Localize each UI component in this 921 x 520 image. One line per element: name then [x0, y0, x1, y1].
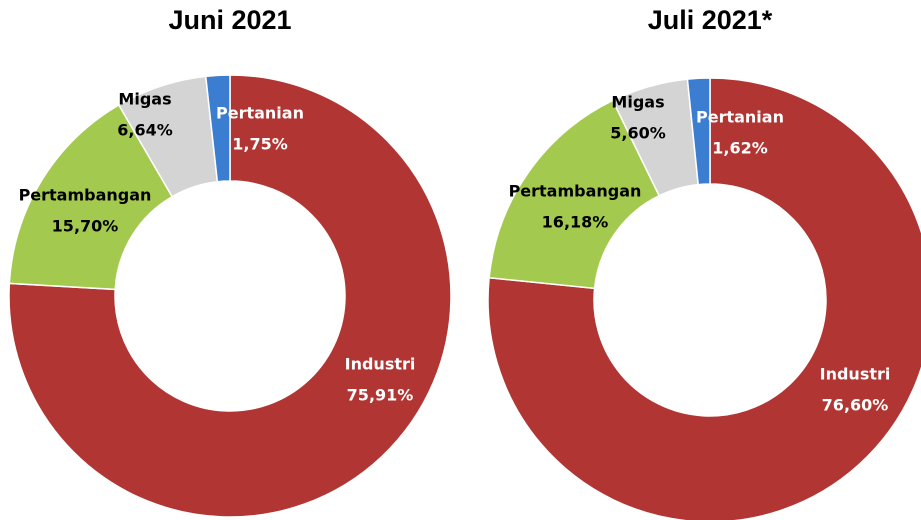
slice-label: Pertanian	[696, 108, 784, 127]
slice-value-label: 76,60%	[822, 396, 889, 415]
donut-slice	[204, 74, 231, 183]
slice-label: Migas	[611, 93, 664, 112]
slice-label: Industri	[820, 365, 891, 384]
slice-value-label: 6,64%	[117, 121, 173, 140]
donut-slice	[488, 99, 661, 290]
slice-label: Migas	[118, 90, 171, 109]
slice-value-label: 1,75%	[232, 135, 288, 154]
slice-value-label: 5,60%	[610, 124, 666, 143]
chart-title: Juli 2021*	[648, 5, 773, 35]
slice-label: Industri	[345, 355, 416, 374]
slice-label: Pertambangan	[19, 186, 152, 205]
slice-label: Pertambangan	[509, 182, 642, 201]
donut-slice	[8, 74, 452, 518]
slice-value-label: 16,18%	[542, 213, 609, 232]
slice-value-label: 1,62%	[712, 139, 768, 158]
donut-slice	[487, 77, 921, 520]
donut-slice	[686, 77, 711, 186]
donut-slice	[8, 103, 174, 291]
slice-value-label: 15,70%	[52, 217, 119, 236]
slice-value-label: 75,91%	[347, 386, 414, 405]
slice-label: Pertanian	[216, 104, 304, 123]
chart-title: Juni 2021	[168, 5, 291, 35]
